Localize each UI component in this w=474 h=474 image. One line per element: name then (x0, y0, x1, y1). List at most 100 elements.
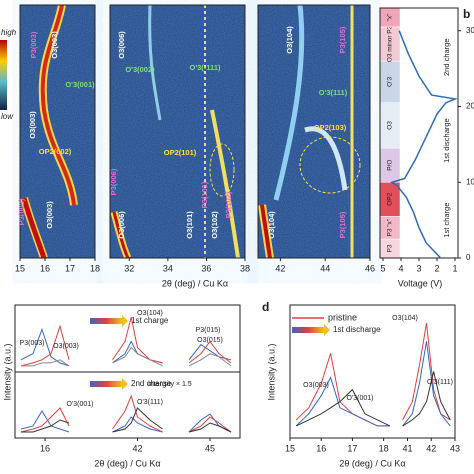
legend-label: pristine (328, 312, 357, 322)
x-tick-label: 32 (124, 263, 134, 273)
y-tick-label: 200 (466, 102, 474, 111)
x-tick-label: 2 (434, 263, 439, 273)
x-tick-label: 15 (285, 443, 295, 453)
x-tick-label: 46 (365, 263, 375, 273)
series-line (402, 341, 451, 427)
x-tick-label: 18 (90, 263, 100, 273)
arrow-label: 1st discharge (333, 325, 381, 334)
phase-label: P/O (387, 160, 394, 171)
segment-label: 2nd charge (442, 38, 451, 76)
phase-label: O3 minor P3 (387, 25, 394, 62)
x-tick-label: 42 (275, 263, 285, 273)
series-line (188, 340, 232, 364)
series-line (112, 346, 163, 367)
x-tick-label: 34 (163, 263, 173, 273)
series-line (20, 327, 70, 367)
annotation: OP2(103) (314, 123, 347, 132)
y-tick-label: 300 (466, 26, 474, 35)
x-tick-label: 16 (316, 443, 326, 453)
series-line (20, 407, 70, 433)
annotation: P3(101) (200, 181, 209, 208)
x-tick-label: 5 (380, 263, 385, 273)
x-tick-label: 3 (416, 263, 421, 273)
x-tick-label: 38 (240, 263, 250, 273)
annotation: O'3(001) (65, 80, 95, 89)
x-tick-label: 18 (379, 443, 389, 453)
x-tick-label: 45 (205, 443, 215, 453)
annotation: O3(101) (185, 211, 194, 239)
annotation: OP2(002) (39, 147, 72, 156)
annotation: O'3(111) (427, 379, 453, 386)
arrow-label: 1st charge (131, 316, 169, 325)
series-line (21, 359, 70, 367)
x-axis-label: 2θ (deg) / Cu Kα (162, 278, 228, 288)
y-tick-label: 0 (466, 253, 471, 262)
annotation: O3(003) (45, 201, 54, 229)
annotation: O3(104) (137, 310, 163, 317)
series-line (295, 353, 390, 427)
annotation: O3(003) (28, 111, 37, 139)
x-tick-label: 15 (15, 263, 25, 273)
heatmap-frame (19, 4, 96, 259)
arrow-label: 2nd charge (131, 379, 172, 388)
annotation: O3(104) (392, 315, 418, 322)
x-tick-label: 4 (398, 263, 403, 273)
series-line (112, 407, 163, 433)
annotation: O3(003) (50, 31, 59, 59)
annotation: P3(102) (224, 191, 233, 218)
x-tick-label: 17 (65, 263, 75, 273)
heatmap-art (0, 4, 370, 390)
colorbar-high: high (1, 28, 17, 37)
annotation: O3(006) (117, 211, 126, 239)
x-tick-label: 42 (426, 443, 436, 453)
series-line (188, 416, 232, 433)
annotation: O'3(111) (319, 88, 348, 97)
series-line (112, 394, 163, 433)
annotation: O3(104) (285, 26, 294, 54)
annotation: P3(105) (338, 26, 347, 53)
annotation: P3(003) (20, 340, 45, 347)
y-axis-label: Intensity (a.u.) (2, 343, 12, 400)
series-line (188, 343, 232, 361)
phase-label: P3 (387, 244, 394, 252)
annotation: O'3(002) (125, 65, 155, 74)
colorbar-low: low (1, 112, 14, 121)
series-line (188, 422, 232, 433)
annotation: P3(006) (109, 168, 118, 195)
annotation: O'3(001) (346, 395, 373, 402)
series-line (188, 353, 232, 367)
phase-label: O'3 (387, 77, 394, 87)
annotation: O'3(111) (137, 399, 163, 406)
panel-label: b (463, 7, 470, 21)
x-tick-label: 44 (320, 263, 330, 273)
y-tick-label: 100 (466, 177, 474, 186)
plot-frame (289, 304, 456, 439)
annotation: O3(102) (210, 211, 219, 239)
x-tick-label: 1 (452, 263, 457, 273)
x-tick-label: 16 (40, 263, 50, 273)
annotation: OP2(101) (164, 148, 197, 157)
phase-label: P3 "x" (387, 218, 394, 236)
series-line (21, 419, 70, 433)
series-line (20, 324, 70, 367)
annotation: P3(015) (196, 327, 221, 334)
series-line (295, 388, 391, 427)
annotation: O3(003) (303, 382, 329, 389)
panel-label: d (262, 300, 269, 314)
voltage-line (390, 30, 458, 259)
x-axis-label: Voltage (V) (398, 278, 443, 288)
annotation: O'3(-111) (190, 63, 221, 72)
x-tick-label: 36 (201, 263, 211, 273)
heatmap-frame (257, 4, 371, 259)
heatmap-frame (109, 4, 246, 259)
series-line (295, 376, 390, 427)
y-axis-label: Intensity (a.u.) (266, 343, 276, 400)
x-tick-label: 42 (132, 443, 142, 453)
annotation: O'3(001) (66, 401, 93, 408)
annotation: O3(104) (267, 211, 276, 239)
annotation: O3(003) (53, 343, 79, 350)
annotation: P3(003) (17, 198, 26, 225)
annotation: O3(006) (117, 31, 126, 59)
phase-label: O3 (387, 121, 394, 130)
segment-label: 1st charge (442, 203, 451, 238)
